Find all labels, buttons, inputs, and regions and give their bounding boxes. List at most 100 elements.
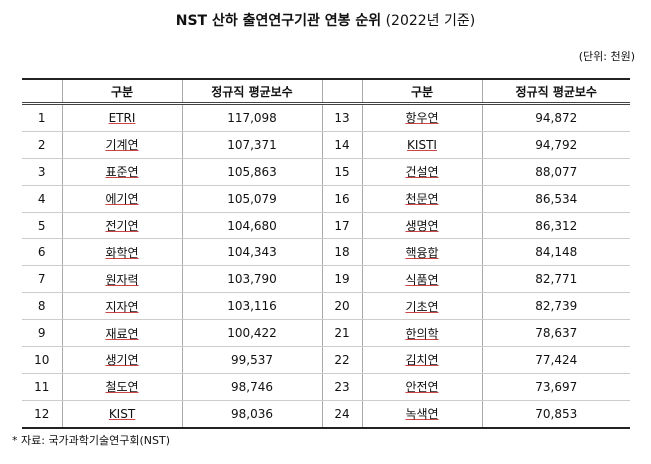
title: NST 산하 출연연구기관 연봉 순위 (2022년 기준) [0, 10, 651, 30]
rank-cell: 9 [22, 319, 62, 348]
rank-cell: 11 [22, 373, 62, 401]
rank-cell: 15 [321, 158, 362, 186]
table-row: 11 철도연 98,746 23 안전연 73,697 [22, 373, 630, 401]
institution-name: 기초연 [405, 299, 439, 314]
salary-cell: 77,424 [481, 346, 630, 374]
salary-cell: 82,771 [481, 265, 630, 294]
header-cell: 정규직 평균보수 [481, 79, 630, 105]
salary-cell: 82,739 [481, 292, 630, 321]
rank-cell: 16 [321, 185, 362, 213]
rank-cell: 12 [22, 400, 62, 429]
salary-cell: 99,537 [181, 346, 322, 374]
salary-cell: 100,422 [181, 319, 322, 348]
rank-cell: 22 [321, 346, 362, 374]
rank-cell: 4 [22, 185, 62, 213]
table-row: 2 기계연 107,371 14 KISTI 94,792 [22, 131, 630, 159]
salary-cell: 117,098 [181, 103, 322, 132]
institution-name: 안전연 [405, 380, 439, 395]
salary-cell: 70,853 [481, 400, 630, 429]
salary-table: 구분 정규직 평균보수 구분 정규직 평균보수 1 ETRI 117,098 13 항우연 94… [22, 78, 630, 429]
salary-cell: 94,792 [481, 131, 630, 159]
institution-name: 생기연 [105, 353, 139, 368]
table-row: 3 표준연 105,863 15 건설연 88,077 [22, 158, 630, 186]
institution-name: 식품연 [405, 272, 439, 287]
institution-name: 지자연 [105, 299, 139, 314]
institution-name: 녹색연 [405, 407, 439, 422]
institution-cell: 천문연 [361, 185, 482, 213]
institution-cell: 식품연 [361, 265, 482, 294]
institution-cell: 표준연 [61, 158, 182, 186]
rank-cell: 24 [321, 400, 362, 429]
salary-cell: 103,116 [181, 292, 322, 321]
rank-cell: 5 [22, 212, 62, 240]
institution-name: 철도연 [105, 380, 139, 395]
institution-name: 생명연 [405, 219, 439, 233]
institution-name: 재료연 [105, 326, 139, 341]
rank-cell: 21 [321, 319, 362, 348]
institution-cell: 한의학 [361, 319, 482, 348]
rank-cell: 14 [321, 131, 362, 159]
institution-name: 표준연 [105, 165, 139, 180]
institution-cell: 화학연 [61, 238, 182, 267]
unit: (단위: 천원) [578, 50, 635, 63]
table-body: 1 ETRI 117,098 13 항우연 94,872 2 기계연 107,371 14 KIST… [22, 103, 630, 429]
institution-name: 원자력 [105, 272, 139, 287]
institution-cell: 기계연 [61, 131, 182, 159]
table-row: 9 재료연 100,422 21 한의학 78,637 [22, 319, 630, 348]
institution-cell: 안전연 [361, 373, 482, 401]
source: * 자료: 국가과학기술연구회(NST) [12, 434, 171, 447]
rank-cell: 18 [321, 238, 362, 267]
institution-name: 김치연 [405, 353, 439, 368]
title-sub: (2022년 기준) [385, 13, 476, 29]
header-cell: 구분 [61, 79, 182, 105]
institution-cell: 핵융합 [361, 238, 482, 267]
institution-name: 한의학 [405, 326, 439, 341]
institution-cell: 녹색연 [361, 400, 482, 429]
rank-cell: 1 [22, 103, 62, 132]
header-row: 구분 정규직 평균보수 구분 정규직 평균보수 [22, 79, 630, 105]
rank-cell: 7 [22, 265, 62, 294]
table-row: 7 원자력 103,790 19 식품연 82,771 [22, 265, 630, 294]
rank-cell: 6 [22, 238, 62, 267]
table-row: 10 생기연 99,537 22 김치연 77,424 [22, 346, 630, 374]
salary-cell: 98,746 [181, 373, 322, 401]
institution-name: 기계연 [105, 138, 139, 153]
institution-cell: 전기연 [61, 212, 182, 240]
rank-cell: 23 [321, 373, 362, 401]
institution-cell: 생기연 [61, 346, 182, 374]
rank-cell: 19 [321, 265, 362, 294]
institution-cell: 건설연 [361, 158, 482, 186]
salary-cell: 88,077 [481, 158, 630, 186]
header-cell: 구분 [361, 79, 482, 105]
institution-cell: 기초연 [361, 292, 482, 321]
salary-cell: 98,036 [181, 400, 322, 429]
salary-cell: 86,534 [481, 185, 630, 213]
salary-cell: 107,371 [181, 131, 322, 159]
institution-name: 핵융합 [405, 245, 439, 260]
rank-cell: 8 [22, 292, 62, 321]
table-row: 6 화학연 104,343 18 핵융합 84,148 [22, 238, 630, 267]
institution-cell: 재료연 [61, 319, 182, 348]
salary-cell: 73,697 [481, 373, 630, 401]
institution-cell: 항우연 [361, 103, 482, 132]
institution-name: KISTI [407, 137, 437, 152]
salary-cell: 78,637 [481, 319, 630, 348]
table-row: 12 KIST 98,036 24 녹색연 70,853 [22, 400, 630, 429]
rank-cell: 13 [321, 103, 362, 132]
institution-cell: KISTI [361, 131, 482, 159]
table-row: 8 지자연 103,116 20 기초연 82,739 [22, 292, 630, 321]
salary-cell: 103,790 [181, 265, 322, 294]
rank-cell: 2 [22, 131, 62, 159]
institution-cell: ETRI [61, 103, 182, 132]
table-row: 4 에기연 105,079 16 천문연 86,534 [22, 185, 630, 213]
salary-cell: 104,680 [181, 212, 322, 240]
rank-cell: 10 [22, 346, 62, 374]
rank-cell: 17 [321, 212, 362, 240]
institution-name: 항우연 [405, 111, 439, 126]
salary-cell: 105,079 [181, 185, 322, 213]
salary-cell: 84,148 [481, 238, 630, 267]
institution-name: 전기연 [105, 219, 139, 233]
salary-cell: 104,343 [181, 238, 322, 267]
rank-cell: 3 [22, 158, 62, 186]
